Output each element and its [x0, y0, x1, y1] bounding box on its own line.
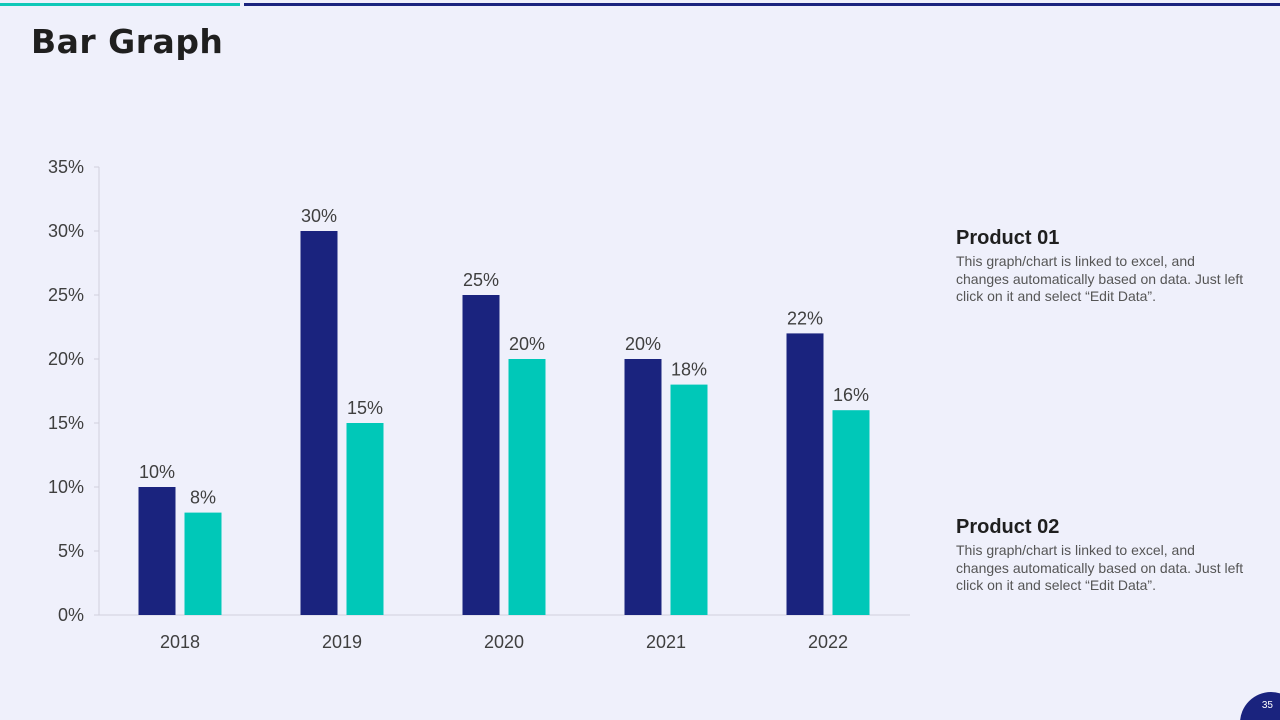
- product-02-description: This graph/chart is linked to excel, and…: [956, 542, 1244, 593]
- product-01-block: Product 01 This graph/chart is linked to…: [956, 227, 1246, 306]
- data-label: 20%: [509, 334, 545, 354]
- data-label: 22%: [787, 308, 823, 328]
- x-tick-label: 2021: [646, 632, 686, 652]
- page-title: Bar Graph: [31, 22, 224, 61]
- bar-series-2: [832, 410, 870, 615]
- bar-series-1: [624, 359, 662, 615]
- y-tick-label: 15%: [48, 413, 84, 433]
- y-tick-label: 35%: [48, 157, 84, 177]
- product-01-heading: Product 01: [956, 227, 1060, 249]
- data-label: 18%: [671, 360, 707, 380]
- bar-series-2: [184, 512, 222, 615]
- data-label: 30%: [301, 206, 337, 226]
- page-number: 35: [1261, 700, 1273, 711]
- page-number-badge: 35: [1240, 692, 1280, 720]
- y-tick-label: 10%: [48, 477, 84, 497]
- x-tick-label: 2020: [484, 632, 524, 652]
- data-label: 20%: [625, 334, 661, 354]
- y-tick-label: 25%: [48, 285, 84, 305]
- x-tick-label: 2018: [160, 632, 200, 652]
- x-tick-label: 2022: [808, 632, 848, 652]
- bar-series-1: [138, 487, 176, 615]
- bar-chart: 0% 5% 10% 15% 20% 25% 30% 35% 10% 8% 2018 30% 15% 201…: [48, 157, 910, 652]
- bar-series-2: [670, 384, 708, 615]
- bar-series-1: [786, 333, 824, 615]
- bar-series-1: [300, 231, 338, 615]
- data-label: 8%: [190, 488, 216, 508]
- y-tick-label: 5%: [58, 541, 84, 561]
- data-label: 15%: [347, 398, 383, 418]
- data-label: 10%: [139, 462, 175, 482]
- data-label: 25%: [463, 270, 499, 290]
- page-number-shape: [1240, 692, 1280, 720]
- product-02-heading: Product 02: [956, 516, 1060, 538]
- top-accent-navy: [244, 3, 1280, 6]
- bar-series-2: [508, 359, 546, 615]
- product-01-description: This graph/chart is linked to excel, and…: [956, 253, 1244, 304]
- y-tick-label: 20%: [48, 349, 84, 369]
- x-tick-label: 2019: [322, 632, 362, 652]
- bar-series-1: [462, 295, 500, 615]
- y-tick-label: 0%: [58, 605, 84, 625]
- data-label: 16%: [833, 385, 869, 405]
- bar-series-2: [346, 423, 384, 615]
- y-tick-label: 30%: [48, 221, 84, 241]
- product-02-block: Product 02 This graph/chart is linked to…: [956, 516, 1246, 595]
- top-accent-teal: [0, 3, 240, 6]
